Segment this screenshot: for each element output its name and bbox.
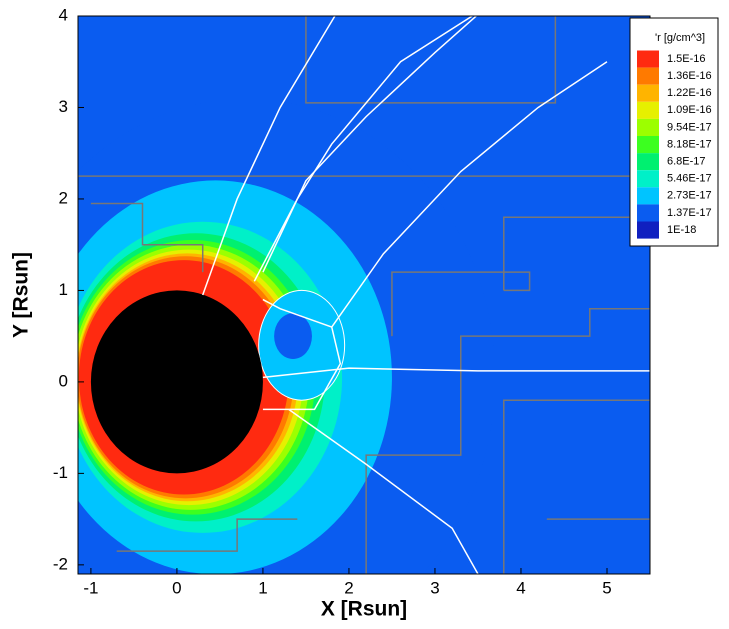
field-line bbox=[262, 16, 478, 273]
colorbar-swatch bbox=[637, 118, 659, 136]
field-line bbox=[262, 298, 342, 411]
colorbar-label: 2.73E-17 bbox=[667, 190, 712, 202]
colorbar-label: 1.37E-17 bbox=[667, 207, 712, 219]
colorbar-label: 6.8E-17 bbox=[667, 156, 706, 168]
x-tick-label: 3 bbox=[430, 578, 439, 597]
colorbar-swatch bbox=[637, 204, 659, 222]
y-tick-label: -1 bbox=[53, 463, 68, 482]
y-tick-label: 3 bbox=[59, 97, 68, 116]
colorbar-label: 1E-18 bbox=[667, 224, 696, 236]
x-tick-label: 1 bbox=[258, 578, 267, 597]
field-line bbox=[253, 16, 474, 282]
colorbar-title: 'r [g/cm^3] bbox=[655, 32, 705, 44]
colorbar-swatch bbox=[637, 101, 659, 119]
y-tick-label: 2 bbox=[59, 188, 68, 207]
field-line bbox=[202, 16, 336, 296]
x-axis-label: X [Rsun] bbox=[321, 598, 407, 621]
amr-grid bbox=[365, 307, 650, 574]
field-line bbox=[331, 61, 608, 328]
amr-grid bbox=[116, 518, 298, 552]
colorbar-label: 5.46E-17 bbox=[667, 173, 712, 185]
field-line bbox=[288, 408, 479, 574]
y-axis-label: Y [Rsun] bbox=[10, 252, 33, 338]
colorbar-label: 9.54E-17 bbox=[667, 121, 712, 133]
y-tick-label: 1 bbox=[59, 280, 68, 299]
colorbar-swatch bbox=[637, 153, 659, 171]
sun-disk bbox=[90, 290, 263, 474]
colorbar-swatch bbox=[637, 67, 659, 85]
amr-grid bbox=[503, 271, 531, 292]
colorbar-label: 1.22E-16 bbox=[667, 87, 712, 99]
y-tick-label: -2 bbox=[53, 554, 68, 573]
field-line bbox=[262, 367, 650, 379]
x-tick-label: 4 bbox=[516, 578, 525, 597]
cme-core bbox=[274, 313, 312, 360]
amr-grid bbox=[503, 399, 650, 574]
x-tick-label: -1 bbox=[83, 578, 98, 597]
colorbar-swatch bbox=[637, 170, 659, 188]
colorbar-swatch bbox=[637, 50, 659, 68]
colorbar-label: 1.09E-16 bbox=[667, 104, 712, 116]
colorbar-swatch bbox=[637, 136, 659, 154]
x-tick-label: 5 bbox=[602, 578, 611, 597]
plot-frame bbox=[77, 15, 651, 575]
x-tick-label: 0 bbox=[172, 578, 181, 597]
colorbar-label: 8.18E-17 bbox=[667, 138, 712, 150]
x-tick-label: 2 bbox=[344, 578, 353, 597]
amr-grid bbox=[90, 202, 204, 273]
y-tick-label: 4 bbox=[59, 5, 68, 24]
colorbar-swatch bbox=[637, 187, 659, 205]
y-tick-label: 0 bbox=[59, 371, 68, 390]
colorbar-label: 1.5E-16 bbox=[667, 53, 706, 65]
plot-area bbox=[78, 16, 650, 574]
colorbar-swatch bbox=[637, 84, 659, 102]
colorbar-swatch bbox=[637, 221, 659, 239]
colorbar-label: 1.36E-16 bbox=[667, 70, 712, 82]
amr-grid bbox=[305, 16, 557, 104]
